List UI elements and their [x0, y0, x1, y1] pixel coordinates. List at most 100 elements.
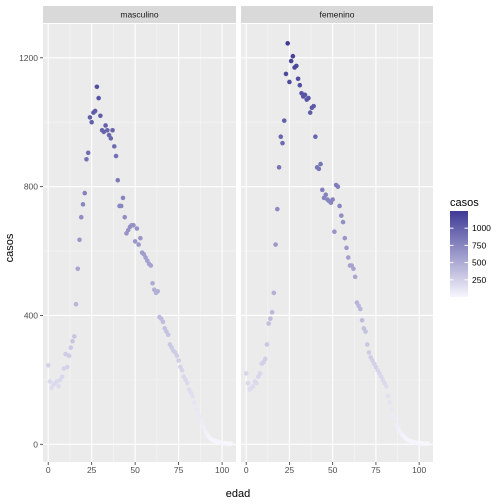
data-point — [185, 380, 190, 386]
facet-panels: masculino 0 25 50 75 100 0 400 800 1200 femenino 0 2… — [19, 6, 433, 475]
data-point — [264, 342, 270, 347]
x-tick-label: 25 — [87, 465, 97, 475]
legend-label: 250 — [472, 275, 486, 285]
data-point — [359, 317, 365, 323]
data-point — [281, 118, 287, 123]
data-point — [287, 79, 292, 85]
data-point — [190, 393, 195, 399]
data-point — [313, 134, 318, 140]
data-point — [269, 309, 275, 315]
data-point — [342, 235, 348, 241]
data-point — [280, 140, 285, 146]
data-point — [150, 280, 155, 286]
x-axis-title: edad — [226, 488, 250, 500]
data-point — [392, 416, 398, 421]
data-point — [111, 144, 117, 149]
legend-label: 500 — [472, 258, 486, 268]
data-point — [283, 71, 289, 77]
x-tick-label: 25 — [285, 465, 295, 475]
data-point — [387, 400, 393, 405]
data-point — [351, 266, 356, 272]
data-point — [268, 316, 273, 321]
data-point — [94, 84, 100, 90]
data-point — [176, 358, 181, 363]
legend-title: casos — [450, 197, 479, 209]
facet-panel-masculino: masculino 0 25 50 75 100 0 400 800 1200 — [19, 6, 236, 475]
data-point — [59, 374, 65, 379]
data-point — [345, 255, 351, 260]
data-point — [358, 306, 363, 312]
y-axis-title: casos — [4, 233, 16, 262]
data-point — [262, 356, 268, 362]
data-point — [63, 351, 68, 357]
data-point — [68, 345, 74, 350]
data-point — [273, 242, 278, 247]
data-point — [71, 334, 77, 339]
facet-strip — [241, 6, 433, 23]
data-point — [77, 237, 82, 243]
data-point — [294, 63, 299, 69]
x-tick-label: 0 — [244, 465, 249, 475]
y-tick-label: 0 — [33, 439, 38, 449]
data-point — [85, 150, 91, 156]
data-point — [271, 290, 277, 296]
data-point — [118, 203, 124, 209]
data-point — [148, 263, 154, 268]
x-tick-label: 50 — [328, 465, 338, 475]
data-point — [228, 441, 234, 446]
data-point — [54, 379, 60, 384]
panel-background — [241, 24, 433, 462]
x-tick-label: 75 — [371, 465, 381, 475]
data-point — [285, 41, 291, 46]
color-legend: casos 250 500 750 1000 — [450, 197, 491, 297]
data-point — [82, 190, 88, 196]
data-point — [66, 353, 72, 359]
legend-ticks: 250 500 750 1000 — [450, 223, 491, 285]
data-point — [65, 364, 70, 370]
data-point — [136, 242, 141, 247]
data-point — [84, 156, 89, 162]
data-point — [254, 380, 259, 386]
data-point — [297, 82, 303, 88]
data-point — [344, 245, 349, 251]
data-point — [364, 342, 370, 347]
data-point — [165, 332, 171, 338]
data-point — [96, 95, 101, 101]
data-point — [311, 103, 316, 109]
data-point — [80, 202, 86, 207]
facet-strip — [43, 6, 236, 23]
data-point — [113, 153, 119, 159]
data-point — [75, 266, 81, 272]
data-point — [92, 108, 98, 114]
data-point — [363, 329, 368, 334]
data-point — [288, 58, 294, 64]
facet-strip-label: femenino — [320, 10, 355, 20]
data-point — [89, 119, 94, 125]
data-point — [45, 363, 51, 368]
data-point — [383, 384, 389, 389]
data-point — [78, 214, 84, 220]
data-point — [307, 110, 313, 115]
data-point — [250, 384, 256, 389]
facet-strip-label: masculino — [120, 10, 159, 20]
data-point — [306, 95, 311, 101]
data-point — [47, 379, 53, 384]
data-point — [138, 235, 143, 241]
data-point — [105, 127, 110, 133]
data-point — [132, 239, 138, 244]
data-point — [198, 419, 204, 425]
data-point — [122, 214, 128, 220]
y-tick-label: 400 — [24, 310, 38, 320]
x-tick-label: 75 — [174, 465, 184, 475]
data-point — [179, 367, 185, 373]
data-point — [174, 353, 180, 359]
data-point — [160, 319, 166, 325]
x-tick-label: 100 — [412, 465, 426, 475]
legend-label: 750 — [472, 240, 486, 250]
legend-label: 1000 — [472, 223, 491, 233]
x-tick-label: 50 — [130, 465, 140, 475]
data-point — [56, 384, 61, 389]
data-point — [115, 177, 121, 183]
data-point — [131, 222, 136, 228]
